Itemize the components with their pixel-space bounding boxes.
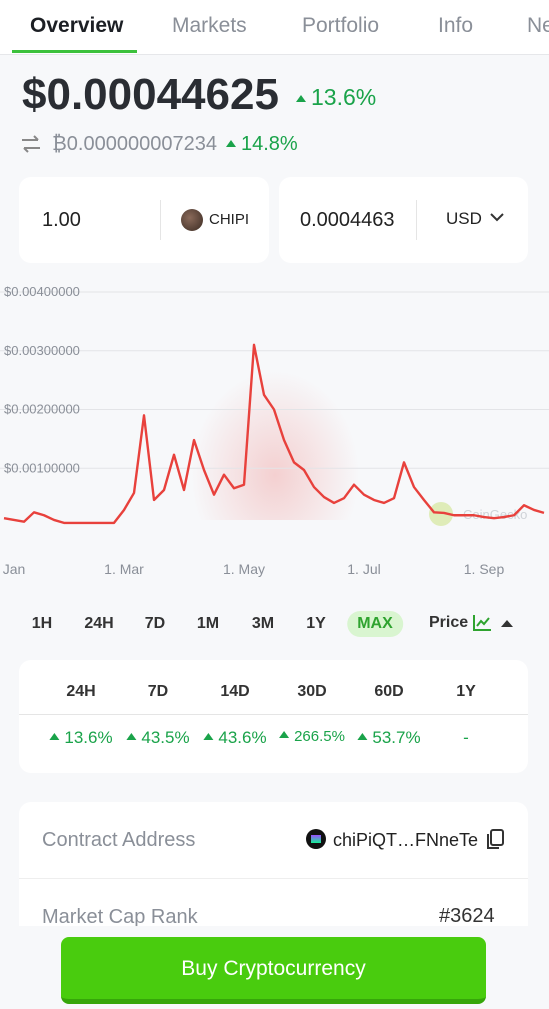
range-button[interactable]: 7D <box>144 615 166 632</box>
range-button[interactable]: 1H <box>31 615 53 632</box>
tab[interactable]: Overview <box>30 14 124 37</box>
x-tick-label: 1. Jul <box>347 561 380 577</box>
change-value: 266.5% <box>279 728 345 745</box>
chain-icon <box>306 829 326 849</box>
copy-icon[interactable] <box>484 828 506 852</box>
converted-input[interactable] <box>279 177 528 263</box>
info-value: chiPiQT…FNneTe <box>333 830 479 850</box>
change-value: 13.6% <box>49 728 112 748</box>
change-header: 30D <box>297 683 327 700</box>
chart-mode-icon <box>473 615 513 631</box>
y-tick-label: $0.00400000 <box>4 284 80 299</box>
chevron <box>490 213 504 222</box>
y-tick-label: $0.00200000 <box>4 402 80 417</box>
amount-input[interactable] <box>19 177 269 263</box>
info-value: #3624 <box>439 905 495 927</box>
change-header: 7D <box>147 683 169 700</box>
y-tick-label: $0.00100000 <box>4 460 80 475</box>
chart-mode[interactable]: Price <box>429 614 469 631</box>
info-label: Market Cap Rank <box>42 906 198 928</box>
x-tick-label: 1. May <box>223 561 265 577</box>
converted: 0.0004463 <box>300 209 395 231</box>
change-value: 53.7% <box>357 728 420 748</box>
change-header: 14D <box>220 683 250 700</box>
change-header: 1Y <box>456 683 476 700</box>
price-change: 13.6% <box>296 84 376 111</box>
change-header: 24H <box>66 683 96 700</box>
info-label: Contract Address <box>42 829 196 851</box>
divider <box>19 714 528 715</box>
token: CHIPI <box>209 211 250 228</box>
x-tick-label: 1. Mar <box>104 561 144 577</box>
price: $0.00044625 <box>22 70 279 119</box>
tab[interactable]: Markets <box>172 14 247 37</box>
btc-price: ₿0.000000007234 <box>52 133 217 155</box>
watermark-logo <box>429 502 453 526</box>
x-tick-label: Jan <box>3 561 26 577</box>
chart-glow <box>190 370 360 520</box>
range-button[interactable]: 1M <box>196 615 220 632</box>
change-table <box>19 660 528 773</box>
tab[interactable]: Portfolio <box>302 14 380 37</box>
tab-indicator <box>12 50 137 53</box>
divider <box>19 878 528 879</box>
change-value: 43.6% <box>203 728 266 748</box>
btc-change: 14.8% <box>226 133 298 156</box>
range-button[interactable]: 1Y <box>306 615 326 632</box>
divider <box>416 200 417 240</box>
tab-bar <box>0 0 549 55</box>
x-tick-label: 1. Sep <box>464 561 505 577</box>
range-button[interactable]: 3M <box>251 615 275 632</box>
range-button[interactable]: 24H <box>84 615 114 632</box>
tab[interactable]: Ne <box>527 14 549 37</box>
buy-button[interactable]: Buy Cryptocurrency <box>61 937 486 1004</box>
price-line <box>3 343 545 525</box>
change-header: 60D <box>374 683 404 700</box>
change-value: 43.5% <box>126 728 189 748</box>
y-tick-label: $0.00300000 <box>4 343 80 358</box>
amount: 1.00 <box>42 209 81 231</box>
token-icon <box>181 209 203 231</box>
price-chart: $0.00400000 $0.00300000 $0.00200000 $0.0010… <box>0 284 549 577</box>
tab[interactable]: Info <box>438 14 474 37</box>
watermark: CoinGecko <box>463 507 527 522</box>
range-button[interactable]: MAX <box>347 611 403 637</box>
change-value: - <box>463 728 469 747</box>
swap-icon <box>22 135 40 153</box>
currency[interactable]: USD <box>446 209 482 228</box>
divider <box>160 200 161 240</box>
